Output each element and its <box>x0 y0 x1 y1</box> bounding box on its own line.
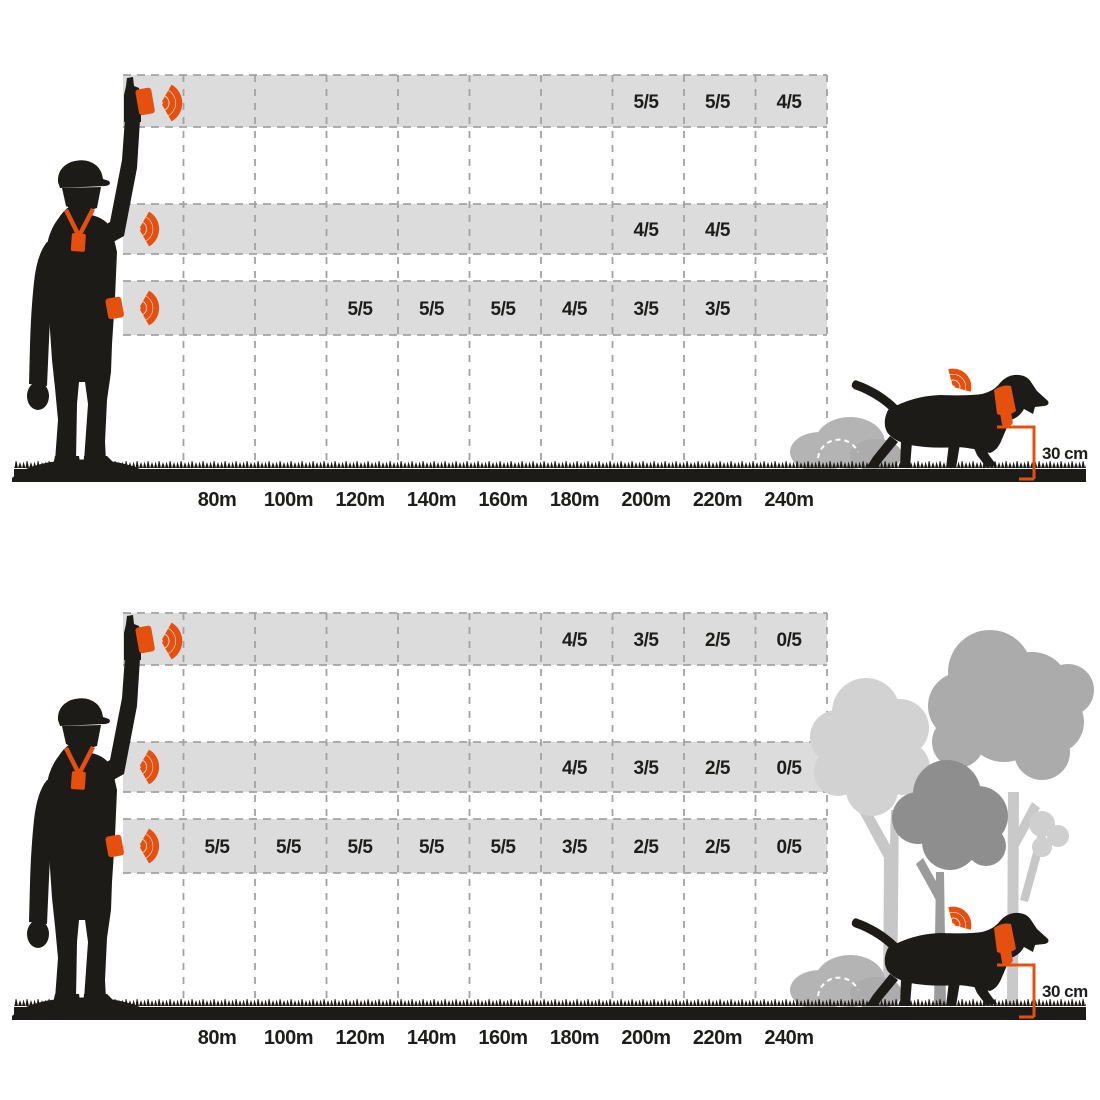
distance-label: 180m <box>550 1027 599 1049</box>
score-cell: 5/5 <box>205 837 231 858</box>
distance-axis: 80m 100m 120m 140m 160m 180m 200m 220m 2… <box>198 489 814 511</box>
distance-label: 100m <box>264 489 313 511</box>
distance-label: 140m <box>407 1027 456 1049</box>
distance-axis: 80m 100m 120m 140m 160m 180m 200m 220m 2… <box>198 1027 814 1049</box>
collar-height-label: 30 cm <box>1042 444 1088 463</box>
score-cell: 5/5 <box>491 299 517 320</box>
tree-light <box>810 678 930 1006</box>
dog-silhouette <box>790 366 1049 472</box>
grass-ground <box>14 999 1086 1020</box>
score-cell: 5/5 <box>634 92 660 113</box>
grass-ground <box>14 461 1086 482</box>
distance-label: 200m <box>621 1027 670 1049</box>
distance-label: 140m <box>407 489 456 511</box>
score-cell: 2/5 <box>634 837 660 858</box>
trainer-silhouette <box>12 615 179 1020</box>
score-cell: 0/5 <box>777 758 803 779</box>
distance-label: 240m <box>764 489 813 511</box>
score-cell: 5/5 <box>419 299 445 320</box>
distance-label: 180m <box>550 489 599 511</box>
distance-label: 240m <box>764 1027 813 1049</box>
distance-label: 120m <box>335 1027 384 1049</box>
score-cell: 3/5 <box>634 299 660 320</box>
score-cell: 5/5 <box>348 837 374 858</box>
collar-height-label: 30 cm <box>1042 982 1088 1001</box>
tree-dark <box>892 760 1008 1006</box>
score-cell: 4/5 <box>562 630 588 651</box>
distance-label: 80m <box>198 489 237 511</box>
score-cell: 4/5 <box>562 758 588 779</box>
score-cell: 2/5 <box>705 837 731 858</box>
distance-label: 100m <box>264 1027 313 1049</box>
score-grid <box>122 612 828 1002</box>
score-cell: 3/5 <box>562 837 588 858</box>
score-cell: 3/5 <box>705 299 731 320</box>
score-cell: 0/5 <box>777 837 803 858</box>
score-cell: 5/5 <box>705 92 731 113</box>
distance-label: 220m <box>693 1027 742 1049</box>
panel-wooded-terrain-grid: 4/5 3/5 2/5 0/5 4/5 3/5 2/5 0/5 5/5 5/5 … <box>12 612 828 1020</box>
score-cell: 2/5 <box>705 630 731 651</box>
score-cell: 5/5 <box>491 837 517 858</box>
score-cell: 3/5 <box>634 758 660 779</box>
tree-branch-small <box>1020 811 1069 902</box>
distance-label: 80m <box>198 1027 237 1049</box>
panel-open-terrain: 5/5 5/5 4/5 4/5 4/5 5/5 5/5 5/5 4/5 3/5 … <box>12 74 1089 511</box>
score-cell: 5/5 <box>276 837 302 858</box>
distance-label: 160m <box>478 489 527 511</box>
score-cell: 5/5 <box>348 299 374 320</box>
distance-label: 160m <box>478 1027 527 1049</box>
score-cell: 4/5 <box>634 220 660 241</box>
trainer-silhouette <box>12 77 179 482</box>
score-cell: 3/5 <box>634 630 660 651</box>
panel-wooded-terrain-foreground: 30 cm 80m 100m 120m 140m 160m 180m 200m … <box>14 904 1089 1049</box>
score-cell: 4/5 <box>705 220 731 241</box>
score-cell: 5/5 <box>419 837 445 858</box>
score-cell: 4/5 <box>777 92 803 113</box>
score-cell: 0/5 <box>777 630 803 651</box>
distance-label: 120m <box>335 489 384 511</box>
score-cell: 2/5 <box>705 758 731 779</box>
distance-label: 220m <box>693 489 742 511</box>
score-grid <box>122 74 828 464</box>
distance-label: 200m <box>621 489 670 511</box>
score-cell: 4/5 <box>562 299 588 320</box>
